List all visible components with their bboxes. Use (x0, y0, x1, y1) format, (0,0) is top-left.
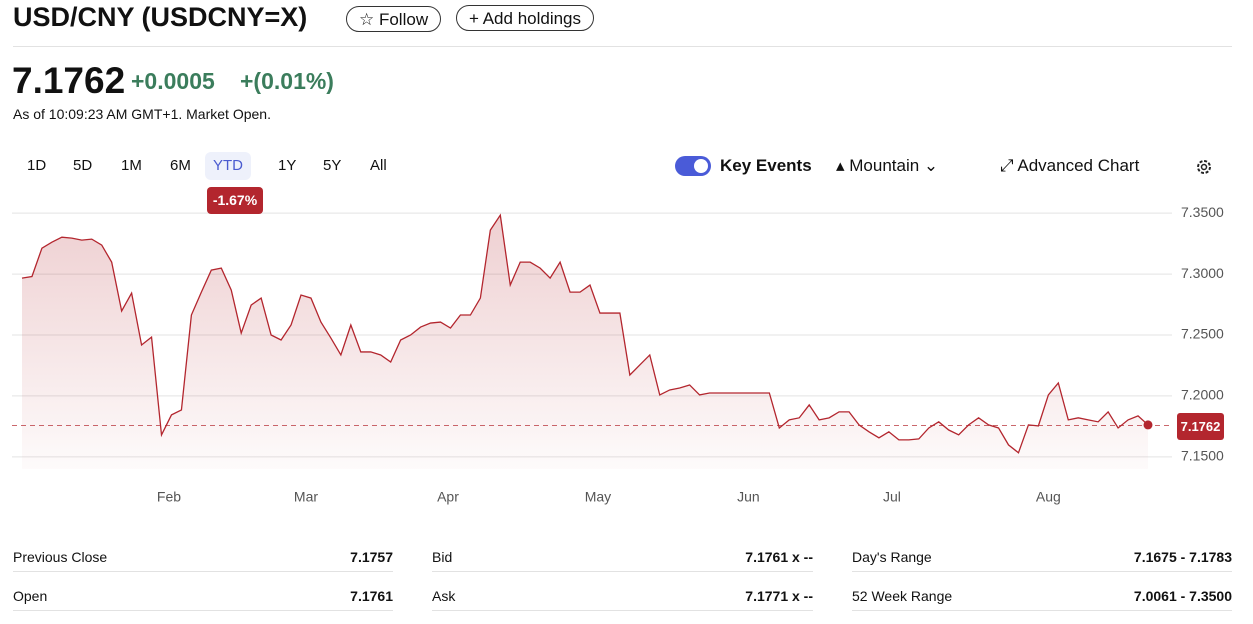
range-tab[interactable]: 1Y (278, 157, 297, 174)
y-tick-label: 7.1500 (1181, 448, 1224, 464)
stat-value: 7.0061 - 7.3500 (1133, 588, 1232, 604)
x-tick-label: Apr (437, 489, 459, 505)
range-tab[interactable]: YTD (205, 152, 251, 180)
stat-label: Day's Range (852, 549, 932, 565)
y-tick-label: 7.2500 (1181, 326, 1224, 342)
as-of: As of 10:09:23 AM GMT+1. Market Open. (13, 106, 271, 122)
stat-divider (852, 610, 1232, 611)
divider (13, 46, 1232, 47)
add-holdings-label: Add holdings (482, 9, 582, 28)
change-percent: +(0.01%) (240, 68, 334, 94)
stat-label: Open (13, 588, 48, 604)
x-tick-label: Jul (883, 489, 901, 505)
stat-value: 7.1757 (350, 549, 393, 565)
stat-value: 7.1675 - 7.1783 (1133, 549, 1232, 565)
stat-label: Bid (432, 549, 453, 565)
range-tab[interactable]: 1M (121, 157, 142, 174)
stat-divider (432, 610, 813, 611)
range-tab[interactable]: 1D (27, 157, 47, 174)
price: 7.1762 (12, 60, 126, 101)
x-tick-label: Mar (294, 489, 318, 505)
last-price-label: 7.1762 (1177, 413, 1224, 440)
range-tab[interactable]: All (370, 157, 387, 174)
stat-divider (13, 571, 393, 572)
stat-label: Previous Close (13, 549, 108, 565)
y-tick-label: 7.3500 (1181, 204, 1224, 220)
price-line (21, 213, 1149, 454)
range-change-badge: -1.67% (207, 187, 263, 214)
x-tick-label: Feb (157, 489, 181, 505)
stat-value: 7.1761 x -- (745, 549, 813, 565)
range-tab[interactable]: 5D (73, 157, 93, 174)
stat-divider (852, 571, 1232, 572)
y-tick-label: 7.3000 (1181, 265, 1224, 281)
advanced-chart-label: Advanced Chart (1017, 156, 1140, 175)
stat-label: Ask (432, 588, 456, 604)
stat-divider (13, 610, 393, 611)
y-tick-label: 7.2000 (1181, 387, 1224, 403)
title: USD/CNY (USDCNY=X) (13, 2, 308, 32)
range-tab[interactable]: 5Y (323, 157, 342, 174)
key-events-label: Key Events (720, 156, 812, 175)
change: +0.0005 (131, 68, 215, 94)
key-events-toggle[interactable] (675, 156, 711, 176)
stat-value: 7.1771 x -- (745, 588, 813, 604)
advanced-chart-button[interactable]: ⤢ Advanced Chart (1000, 156, 1140, 175)
range-tab[interactable]: 6M (170, 157, 191, 174)
stat-divider (432, 571, 813, 572)
chart-type-menu[interactable]: ▴ Mountain ⌄ (836, 156, 939, 175)
add-holdings-button[interactable]: + Add holdings (456, 5, 595, 31)
x-tick-label: Aug (1036, 489, 1061, 505)
area-fill (22, 215, 1148, 469)
follow-button[interactable]: ☆ Follow (346, 6, 442, 32)
stat-value: 7.1761 (350, 588, 393, 604)
settings-icon[interactable] (1195, 158, 1213, 176)
chart-type-label: Mountain (849, 156, 920, 175)
x-tick-label: May (585, 489, 611, 505)
stat-label: 52 Week Range (852, 588, 953, 604)
x-tick-label: Jun (737, 489, 760, 505)
last-point (1143, 420, 1153, 430)
follow-label: Follow (378, 10, 429, 29)
